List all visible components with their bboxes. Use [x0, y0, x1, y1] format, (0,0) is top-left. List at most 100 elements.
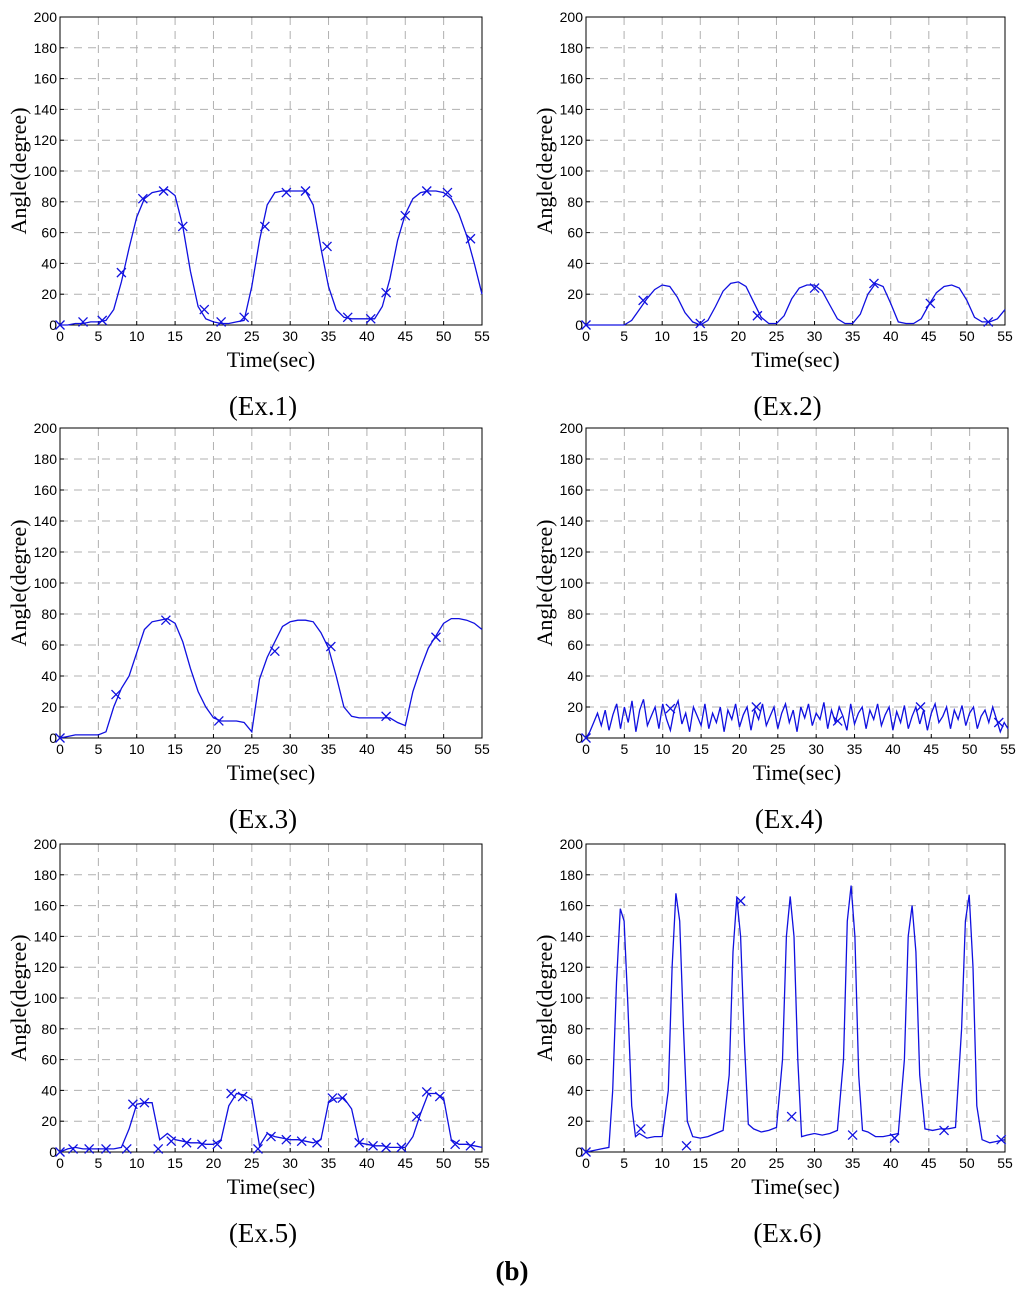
y-tick-label: 40 [567, 255, 583, 271]
x-axis-label: Time(sec) [751, 1174, 839, 1199]
y-tick-label: 20 [41, 699, 57, 715]
data-marker [78, 316, 88, 327]
data-marker [137, 193, 148, 204]
x-tick-label: 35 [321, 328, 337, 344]
series-line [59, 1092, 483, 1153]
data-marker [421, 1086, 432, 1097]
y-axis-label: Angle(degree) [6, 519, 31, 646]
x-tick-label: 55 [997, 328, 1013, 344]
x-axis-label: Time(sec) [751, 347, 839, 372]
x-tick-label: 20 [732, 741, 748, 757]
y-tick-label: 160 [34, 71, 58, 87]
data-marker [55, 320, 65, 330]
chart-3: 0 5 10 15 20 25 30 35 40 45 50 55 0 20 40 60 80 100 120 140… [6, 420, 490, 834]
x-tick-label: 40 [885, 741, 901, 757]
x-tick-label: 20 [206, 1155, 222, 1171]
figure-label: (b) [495, 1256, 529, 1286]
data-marker [127, 1099, 138, 1110]
x-tick-label: 5 [94, 1155, 102, 1171]
data-marker [411, 1111, 422, 1122]
data-marker [752, 310, 763, 321]
y-tick-label: 80 [567, 194, 583, 210]
data-marker [160, 615, 171, 626]
data-marker [735, 896, 746, 906]
data-marker [166, 1136, 177, 1147]
data-marker [889, 1133, 900, 1144]
x-tick-label: 40 [883, 1155, 899, 1171]
x-tick-label: 40 [359, 1155, 375, 1171]
y-tick-label: 140 [34, 928, 58, 944]
data-marker [252, 1143, 263, 1154]
chart-caption: (Ex.5) [229, 1218, 297, 1248]
y-tick-label: 100 [560, 163, 584, 179]
y-tick-label: 80 [41, 1021, 57, 1037]
x-tick-label: 35 [321, 1155, 337, 1171]
data-marker [665, 703, 676, 714]
y-tick-label: 100 [34, 575, 58, 591]
data-marker [786, 1111, 797, 1122]
y-tick-label: 40 [41, 255, 57, 271]
y-tick-label: 140 [560, 513, 584, 529]
data-marker [196, 1139, 207, 1150]
y-tick-label: 120 [560, 544, 584, 560]
data-marker [139, 1097, 150, 1108]
x-axis-label: Time(sec) [227, 760, 315, 785]
x-tick-label: 55 [474, 328, 490, 344]
x-tick-label: 35 [321, 741, 337, 757]
y-tick-label: 200 [34, 420, 58, 436]
x-tick-label: 55 [1000, 741, 1016, 757]
y-tick-label: 100 [560, 575, 584, 591]
series-line [60, 188, 483, 326]
x-tick-label: 55 [997, 1155, 1013, 1171]
data-marker [993, 717, 1004, 728]
y-tick-label: 160 [560, 482, 584, 498]
y-tick-label: 40 [567, 668, 583, 684]
y-tick-label: 140 [560, 101, 584, 117]
y-tick-label: 40 [567, 1082, 583, 1098]
data-marker [199, 304, 210, 315]
y-tick-label: 200 [560, 420, 584, 436]
x-tick-label: 40 [359, 328, 375, 344]
y-tick-label: 180 [34, 40, 58, 56]
series-line [585, 885, 1006, 1153]
y-tick-label: 200 [34, 9, 58, 25]
x-tick-label: 25 [769, 328, 785, 344]
data-marker [337, 1093, 348, 1104]
data-marker [213, 715, 224, 726]
y-tick-label: 0 [575, 1144, 583, 1160]
x-tick-label: 10 [129, 1155, 145, 1171]
x-tick-label: 0 [56, 328, 64, 344]
y-tick-label: 200 [34, 836, 58, 852]
data-marker [809, 283, 820, 293]
data-marker [365, 313, 376, 324]
data-marker [915, 702, 926, 712]
y-tick-label: 160 [34, 898, 58, 914]
data-marker [153, 1143, 164, 1154]
x-tick-label: 20 [731, 328, 747, 344]
y-tick-label: 40 [41, 668, 57, 684]
x-tick-label: 10 [654, 1155, 670, 1171]
y-axis-label: Angle(degree) [532, 519, 557, 646]
x-tick-label: 15 [693, 741, 709, 757]
x-axis-label: Time(sec) [227, 1174, 315, 1199]
y-tick-label: 160 [560, 898, 584, 914]
data-marker [111, 689, 121, 700]
x-tick-label: 45 [397, 1155, 413, 1171]
x-tick-label: 10 [655, 741, 671, 757]
x-tick-label: 10 [129, 328, 145, 344]
x-tick-label: 20 [206, 328, 222, 344]
series-line [586, 281, 1006, 326]
x-tick-label: 50 [959, 328, 975, 344]
x-tick-label: 25 [244, 741, 260, 757]
y-tick-label: 120 [34, 544, 58, 560]
x-tick-label: 35 [845, 328, 861, 344]
data-marker [442, 187, 453, 198]
data-marker [269, 646, 280, 657]
data-marker [681, 1140, 692, 1151]
y-tick-label: 80 [41, 606, 57, 622]
data-marker [381, 1142, 392, 1153]
y-tick-label: 20 [41, 1113, 57, 1129]
x-tick-label: 55 [474, 741, 490, 757]
data-marker [327, 1093, 338, 1104]
y-tick-label: 0 [575, 317, 583, 333]
